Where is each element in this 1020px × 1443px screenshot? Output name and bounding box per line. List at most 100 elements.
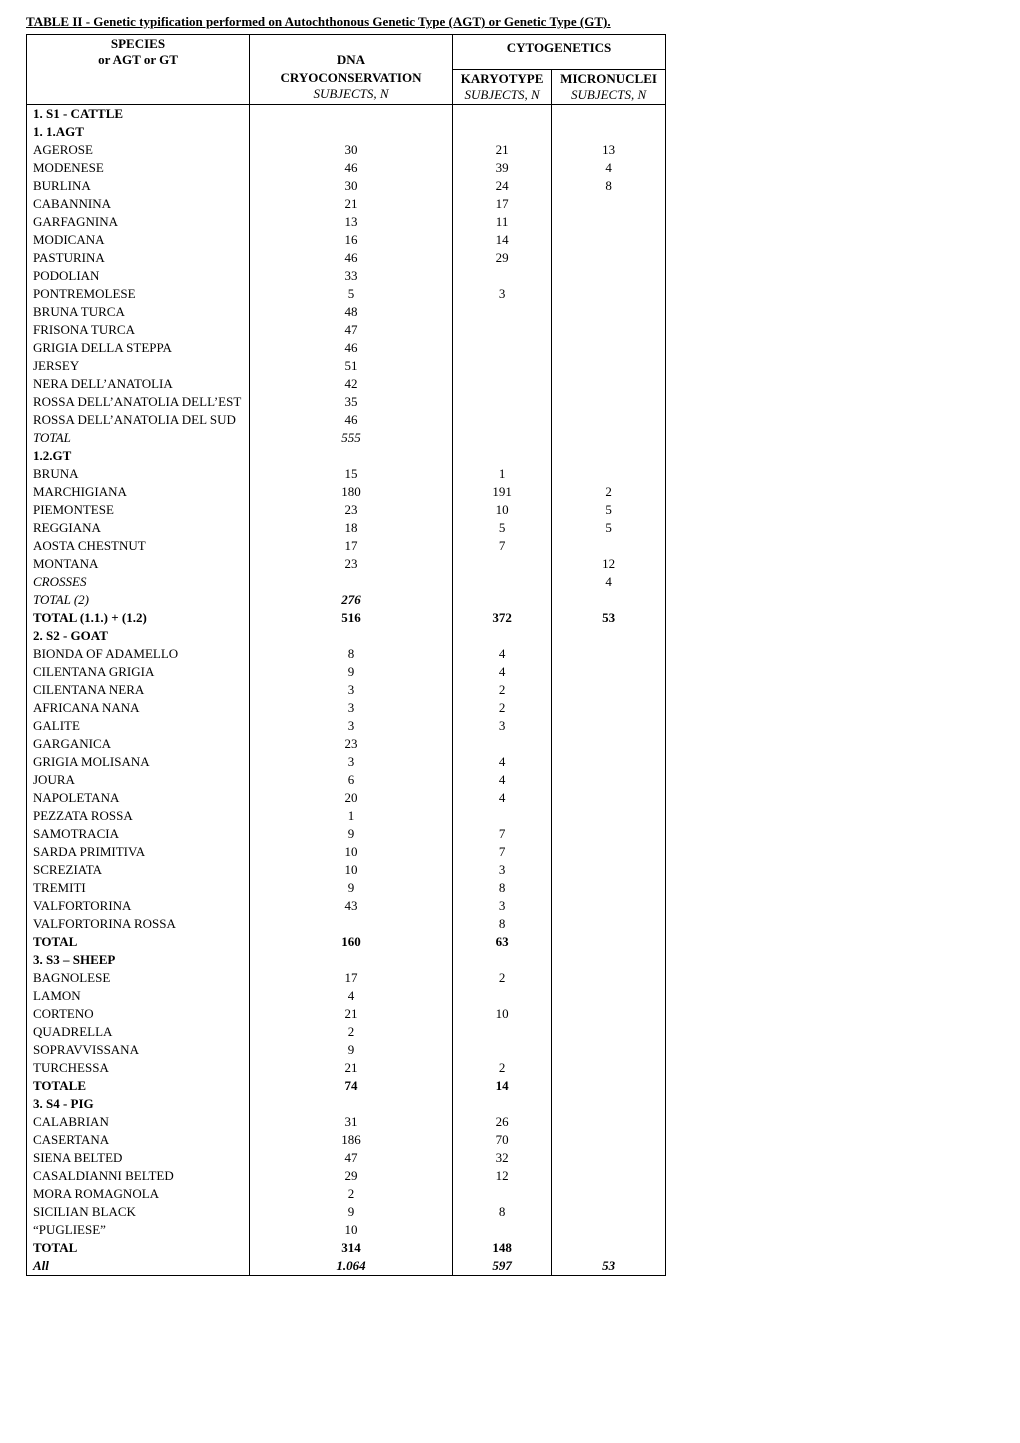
table-row: JOURA64 [27,771,666,789]
cell-micronuclei [552,195,666,213]
cell-species: ROSSA DELL’ANATOLIA DELL’EST [27,393,250,411]
cell-dna: 23 [250,555,453,573]
cell-species: SICILIAN BLACK [27,1203,250,1221]
cell-karyotype: 4 [453,771,552,789]
table-row: TOTAL16063 [27,933,666,951]
cell-species: TOTALE [27,1077,250,1095]
cell-karyotype: 10 [453,501,552,519]
table-row: AGEROSE302113 [27,141,666,159]
cell-karyotype: 12 [453,1167,552,1185]
cell-micronuclei [552,465,666,483]
cell-micronuclei [552,699,666,717]
cell-species: MARCHIGIANA [27,483,250,501]
cell-species: BURLINA [27,177,250,195]
cell-micronuclei [552,771,666,789]
cell-karyotype [453,429,552,447]
table-row: BAGNOLESE172 [27,969,666,987]
cell-dna: 3 [250,717,453,735]
cell-species: 3. S3 – SHEEP [27,951,250,969]
cell-karyotype [453,1023,552,1041]
cell-species: CILENTANA GRIGIA [27,663,250,681]
cell-species: CABANNINA [27,195,250,213]
table-row: “PUGLIESE”10 [27,1221,666,1239]
cell-micronuclei: 5 [552,501,666,519]
cell-micronuclei [552,1221,666,1239]
cell-micronuclei [552,231,666,249]
cell-micronuclei [552,1149,666,1167]
cell-species: 1. 1.AGT [27,123,250,141]
header-cryo-label: CRYOCONSERVATION [281,70,422,85]
cell-micronuclei [552,303,666,321]
table-row: FRISONA TURCA47 [27,321,666,339]
cell-karyotype: 2 [453,1059,552,1077]
cell-species: PEZZATA ROSSA [27,807,250,825]
cell-species: CILENTANA NERA [27,681,250,699]
header-dna-label: DNA [256,52,446,68]
header-species-line1: SPECIES [111,36,165,51]
cell-dna: 18 [250,519,453,537]
cell-karyotype: 10 [453,1005,552,1023]
cell-micronuclei [552,267,666,285]
cell-dna: 10 [250,861,453,879]
cell-micronuclei [552,447,666,465]
cell-micronuclei [552,411,666,429]
cell-dna: 16 [250,231,453,249]
cell-karyotype: 11 [453,213,552,231]
table-row: LAMON4 [27,987,666,1005]
table-row: SIENA BELTED4732 [27,1149,666,1167]
cell-species: NAPOLETANA [27,789,250,807]
cell-dna: 9 [250,1041,453,1059]
cell-species: MODENESE [27,159,250,177]
cell-micronuclei: 12 [552,555,666,573]
cell-karyotype: 14 [453,1077,552,1095]
cell-micronuclei [552,249,666,267]
cell-micronuclei: 13 [552,141,666,159]
cell-species: PONTREMOLESE [27,285,250,303]
cell-micronuclei [552,393,666,411]
cell-dna: 17 [250,969,453,987]
cell-species: 1. S1 - CATTLE [27,104,250,123]
cell-species: QUADRELLA [27,1023,250,1041]
cell-dna: 8 [250,645,453,663]
cell-species: GRIGIA DELLA STEPPA [27,339,250,357]
cell-species: MORA ROMAGNOLA [27,1185,250,1203]
cell-species: PIEMONTESE [27,501,250,519]
cell-species: GARGANICA [27,735,250,753]
table-row: PIEMONTESE23105 [27,501,666,519]
cell-karyotype [453,339,552,357]
cell-micronuclei: 5 [552,519,666,537]
cell-karyotype: 7 [453,537,552,555]
table-row: SAMOTRACIA97 [27,825,666,843]
cell-species: NERA DELL’ANATOLIA [27,375,250,393]
header-cyto-label: CYTOGENETICS [459,36,659,60]
cell-micronuclei [552,987,666,1005]
cell-micronuclei [552,1203,666,1221]
cell-micronuclei [552,1023,666,1041]
cell-micronuclei [552,897,666,915]
cell-dna: 276 [250,591,453,609]
cell-species: AGEROSE [27,141,250,159]
cell-species: PODOLIAN [27,267,250,285]
cell-species: FRISONA TURCA [27,321,250,339]
cell-micronuclei: 2 [552,483,666,501]
cell-species: REGGIANA [27,519,250,537]
cell-micronuclei [552,1005,666,1023]
cell-karyotype [453,573,552,591]
header-karyotype: KARYOTYPE SUBJECTS, N [453,69,552,104]
cell-dna: 17 [250,537,453,555]
cell-karyotype [453,321,552,339]
table-row: CASALDIANNI BELTED2912 [27,1167,666,1185]
header-micro-label: MICRONUCLEI [560,71,657,86]
cell-micronuclei [552,915,666,933]
cell-species: BIONDA OF ADAMELLO [27,645,250,663]
cell-micronuclei: 8 [552,177,666,195]
table-row: 1. S1 - CATTLE [27,104,666,123]
table-row: 1.2.GT [27,447,666,465]
cell-micronuclei [552,933,666,951]
table-row: GARGANICA23 [27,735,666,753]
cell-micronuclei [552,123,666,141]
cell-karyotype: 29 [453,249,552,267]
cell-micronuclei [552,735,666,753]
cell-karyotype: 63 [453,933,552,951]
cell-dna: 46 [250,411,453,429]
